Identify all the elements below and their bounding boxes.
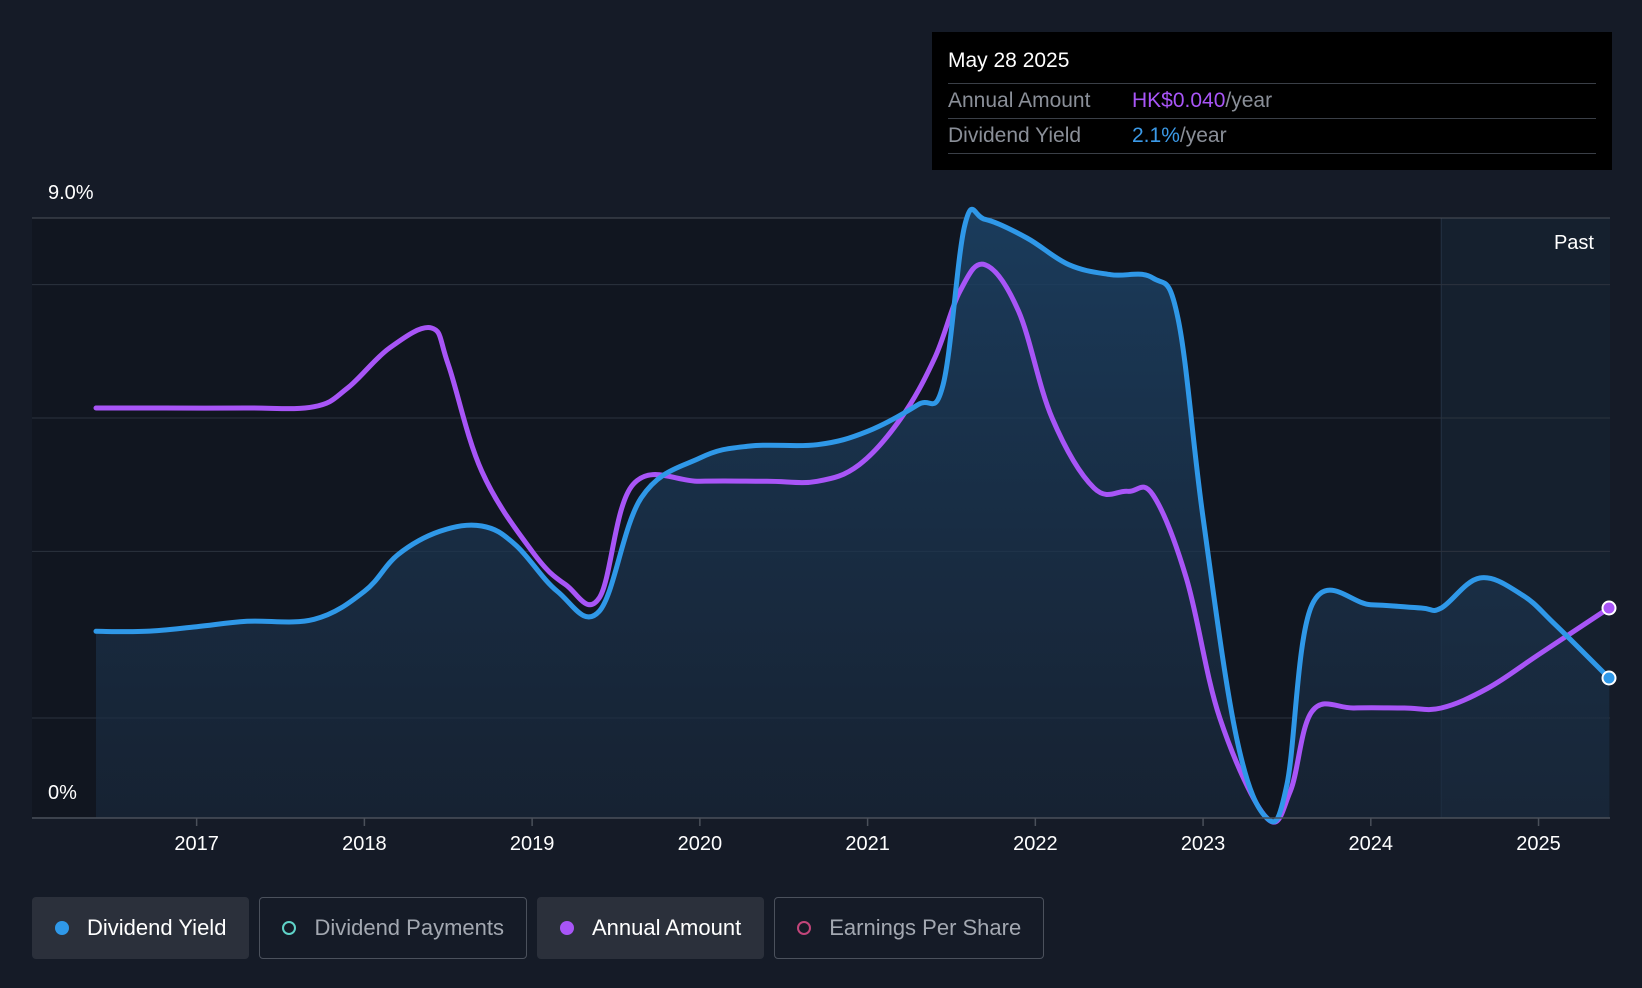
dividend-yield-line: [93, 206, 1612, 825]
tooltip-value: 2.1%: [1132, 124, 1180, 147]
legend-annual-amount[interactable]: Annual Amount: [536, 897, 765, 959]
chart-legend: Dividend Yield Dividend Payments Annual …: [32, 897, 1045, 961]
tooltip-row-dividend-yield: Dividend Yield 2.1% /year: [948, 119, 1596, 154]
x-axis-tick-label: 2022: [1013, 833, 1058, 855]
x-axis-tick-label: 2021: [845, 833, 890, 855]
y-axis-top-label: 9.0%: [48, 182, 94, 204]
annual-amount-line: [93, 261, 1612, 825]
dividend-yield-end-marker: [1601, 670, 1617, 686]
dividend-yield-area: [96, 209, 1609, 822]
legend-label: Earnings Per Share: [829, 915, 1022, 940]
tooltip-date: May 28 2025: [948, 32, 1596, 84]
x-axis-tick-label: 2023: [1181, 833, 1226, 855]
legend-label: Dividend Payments: [314, 915, 504, 940]
annual-amount-end-marker: [1601, 600, 1617, 616]
x-axis-tick-label: 2017: [174, 833, 219, 855]
legend-label: Annual Amount: [591, 915, 742, 940]
tooltip-label: Dividend Yield: [948, 124, 1082, 147]
past-region-label: Past: [1554, 232, 1594, 254]
y-axis-bottom-label: 0%: [48, 782, 77, 804]
tooltip-unit: /year: [1225, 89, 1273, 112]
tooltip-label: Annual Amount: [948, 89, 1091, 112]
x-axis-tick-label: 2025: [1516, 833, 1561, 855]
x-axis-tick-label: 2019: [510, 833, 555, 855]
legend-dot-icon: [559, 921, 574, 935]
tooltip-value: HK$0.040: [1132, 89, 1226, 112]
legend-dividend-payments[interactable]: Dividend Payments: [259, 897, 527, 959]
legend-dot-icon: [55, 921, 69, 935]
legend-earnings-per-share[interactable]: Earnings Per Share: [774, 897, 1045, 959]
legend-ring-icon: [797, 921, 812, 935]
tooltip-unit: /year: [1179, 124, 1227, 147]
hover-tooltip: May 28 2025 Annual Amount HK$0.040 /year…: [932, 32, 1612, 170]
legend-label: Dividend Yield: [87, 915, 227, 940]
x-axis-tick-label: 2018: [342, 833, 387, 855]
legend-ring-icon: [282, 921, 297, 935]
x-axis-tick-label: 2020: [678, 833, 723, 855]
x-axis-tick-label: 2024: [1349, 833, 1394, 855]
tooltip-row-annual-amount: Annual Amount HK$0.040 /year: [948, 84, 1596, 119]
legend-dividend-yield[interactable]: Dividend Yield: [32, 897, 250, 959]
